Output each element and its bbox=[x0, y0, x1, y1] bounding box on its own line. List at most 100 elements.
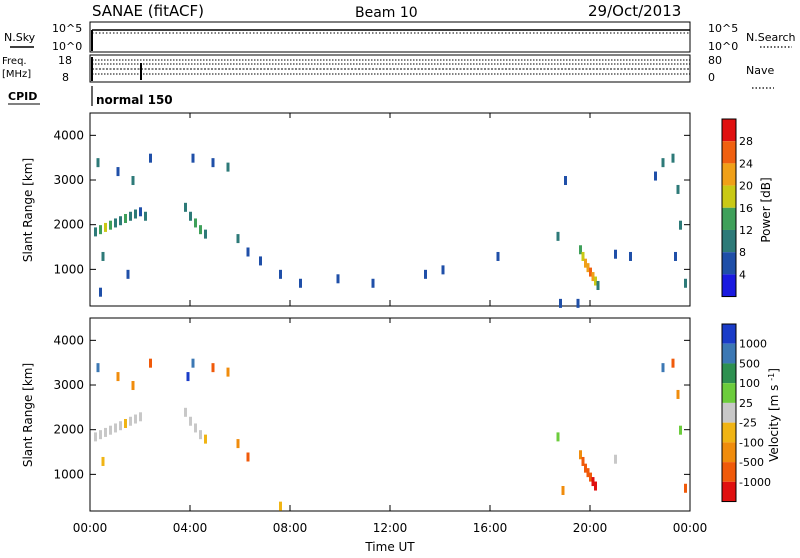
velocity-colorbar-label: Velocity [m s -1] bbox=[767, 368, 781, 462]
data-cell-52 bbox=[679, 220, 682, 230]
data-cell-10 bbox=[144, 211, 147, 221]
data-cell-36 bbox=[614, 454, 617, 464]
nsky-label: N.Sky bbox=[4, 31, 36, 44]
data-cell-26 bbox=[279, 501, 282, 511]
data-cell-24 bbox=[211, 158, 215, 168]
velocity-data bbox=[94, 358, 687, 511]
data-cell-13 bbox=[131, 176, 135, 186]
data-cell-54 bbox=[684, 278, 687, 288]
data-cell-2 bbox=[104, 427, 107, 437]
data-cell-40 bbox=[586, 263, 590, 273]
data-cell-21 bbox=[199, 225, 202, 235]
ytick-label-3: 4000 bbox=[53, 128, 84, 142]
velocity-colorbar: 1000 500 100 25 -25 -100 -500 -1000 bbox=[721, 323, 771, 503]
data-cell-49 bbox=[661, 158, 665, 168]
nsearch-label: N.Search bbox=[746, 31, 796, 44]
xtick-label-6: 00:00 bbox=[673, 521, 708, 535]
beam-title: Beam 10 bbox=[355, 5, 418, 21]
colorbar-swatch-0 bbox=[722, 119, 736, 142]
data-cell-5 bbox=[119, 421, 122, 431]
colorbar-tick-0: 1000 bbox=[739, 338, 767, 351]
data-cell-14 bbox=[101, 456, 105, 466]
data-cell-39 bbox=[676, 389, 680, 399]
data-cell-7 bbox=[129, 416, 132, 426]
data-cell-28 bbox=[259, 256, 262, 266]
data-cell-40 bbox=[679, 425, 682, 435]
data-cell-23 bbox=[191, 153, 195, 163]
velocity-panel: 1000 2000 3000 4000 Slant Range [km] 1000 50… bbox=[21, 317, 781, 512]
colorbar-swatch-3 bbox=[722, 383, 736, 403]
velocity-unit-exponent: -1 bbox=[767, 373, 776, 381]
colorbar-tick-2: 12 bbox=[739, 224, 753, 237]
data-cell-38 bbox=[671, 358, 675, 368]
nsearch-top-tick: 10^5 bbox=[708, 22, 738, 35]
data-cell-55 bbox=[559, 298, 562, 308]
freq-label: Freq. bbox=[2, 56, 27, 67]
xtick-label-4: 16:00 bbox=[473, 521, 508, 535]
colorbar-tick-1: 8 bbox=[739, 246, 746, 259]
colorbar-swatch-7 bbox=[722, 274, 736, 297]
data-cell-37 bbox=[661, 363, 665, 373]
data-cell-31 bbox=[586, 468, 590, 478]
ytick-label-2: 3000 bbox=[53, 378, 84, 392]
power-yaxis: 1000 2000 3000 4000 bbox=[53, 128, 690, 276]
data-cell-22 bbox=[226, 367, 230, 377]
data-cell-20 bbox=[194, 218, 197, 228]
ytick-label-1: 2000 bbox=[53, 423, 84, 437]
data-cell-41 bbox=[684, 483, 687, 493]
data-cell-45 bbox=[614, 249, 617, 259]
colorbar-swatch-1 bbox=[722, 343, 736, 364]
data-cell-12 bbox=[116, 167, 120, 177]
velocity-frame bbox=[89, 317, 691, 512]
nsky-bottom-tick: 10^0 bbox=[52, 40, 82, 53]
data-cell-3 bbox=[109, 220, 112, 230]
data-cell-30 bbox=[584, 463, 587, 473]
data-cell-34 bbox=[441, 265, 445, 275]
power-ylabel: Slant Range [km] bbox=[21, 158, 35, 262]
data-cell-11 bbox=[116, 372, 120, 382]
data-cell-19 bbox=[204, 434, 207, 444]
ytick-label-0: 1000 bbox=[53, 262, 84, 276]
data-cell-5 bbox=[119, 216, 122, 226]
data-cell-38 bbox=[581, 251, 585, 261]
data-cell-51 bbox=[676, 184, 680, 194]
data-cell-31 bbox=[336, 274, 340, 284]
velocity-unit-close: ] bbox=[767, 368, 781, 373]
data-cell-29 bbox=[279, 269, 282, 279]
colorbar-tick-2: 100 bbox=[739, 377, 760, 390]
colorbar-tick-7: -1000 bbox=[739, 476, 771, 489]
data-cell-15 bbox=[184, 407, 187, 417]
colorbar-frame bbox=[721, 118, 737, 298]
ytick-label-3: 4000 bbox=[53, 333, 84, 347]
colorbar-tick-4: -25 bbox=[739, 417, 757, 430]
data-cell-3 bbox=[109, 425, 112, 435]
colorbar-tick-6: -500 bbox=[739, 456, 764, 469]
data-cell-27 bbox=[556, 432, 560, 442]
xaxis-label: Time UT bbox=[364, 540, 415, 554]
data-cell-56 bbox=[576, 298, 580, 308]
data-cell-16 bbox=[189, 416, 192, 426]
data-cell-12 bbox=[131, 381, 135, 391]
data-cell-22 bbox=[204, 229, 207, 239]
nsky-strip: N.Sky 10^5 10^0 10^5 10^0 N.Search bbox=[4, 21, 796, 53]
data-cell-1 bbox=[99, 225, 102, 235]
freq-top-tick: 18 bbox=[58, 54, 72, 67]
colorbar-swatch-2 bbox=[722, 163, 736, 186]
data-cell-53 bbox=[674, 251, 677, 261]
data-cell-27 bbox=[246, 247, 250, 257]
data-cell-47 bbox=[564, 176, 567, 186]
data-cell-9 bbox=[139, 412, 142, 422]
data-cell-33 bbox=[424, 269, 427, 279]
xtick-label-5: 20:00 bbox=[573, 521, 608, 535]
colorbar-swatch-2 bbox=[722, 363, 736, 384]
data-cell-29 bbox=[581, 456, 585, 466]
data-cell-8 bbox=[134, 414, 137, 424]
data-cell-15 bbox=[101, 251, 105, 261]
data-cell-25 bbox=[186, 372, 190, 382]
xtick-label-3: 12:00 bbox=[373, 521, 408, 535]
data-cell-23 bbox=[236, 439, 240, 449]
ytick-label-0: 1000 bbox=[53, 467, 84, 481]
date-title: 29/Oct/2013 bbox=[588, 2, 681, 20]
time-axis: 00:00 04:00 08:00 12:00 16:00 20:00 00:00 bbox=[73, 113, 708, 535]
freq-strip: Freq. [MHz] 18 8 80 0 Nave bbox=[2, 54, 774, 89]
